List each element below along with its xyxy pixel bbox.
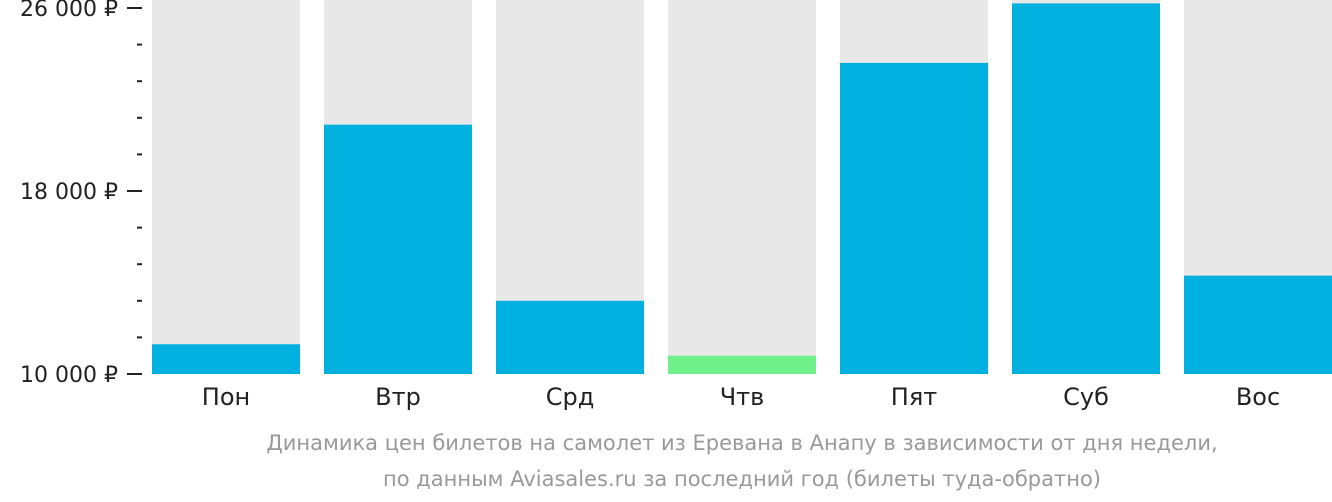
bar bbox=[152, 344, 300, 374]
bar bbox=[840, 62, 988, 375]
chart-caption-line-2: по данным Aviasales.ru за последний год … bbox=[383, 467, 1101, 491]
x-tick-label: Чтв bbox=[720, 383, 765, 411]
x-tick-label: Втр bbox=[375, 383, 421, 411]
bar-background bbox=[668, 0, 816, 374]
bar-lowest-price bbox=[668, 355, 816, 374]
bar bbox=[496, 300, 644, 374]
bar-background bbox=[152, 0, 300, 374]
x-tick-label: Пон bbox=[202, 383, 250, 411]
y-tick-label: 18 000 ₽ bbox=[20, 180, 118, 205]
x-tick-label: Пят bbox=[891, 383, 937, 411]
bar bbox=[324, 124, 472, 374]
x-tick-label: Суб bbox=[1063, 383, 1109, 411]
y-tick-label: 10 000 ₽ bbox=[20, 363, 118, 388]
price-by-weekday-chart: 10 000 ₽ 18 000 ₽ 26 000 ₽ Пон Втр Срд Чтв Пят С… bbox=[20, 0, 1332, 411]
bar bbox=[1184, 275, 1332, 374]
x-tick-label: Срд bbox=[546, 383, 595, 411]
y-tick-label: 26 000 ₽ bbox=[20, 0, 118, 22]
x-tick-label: Вос bbox=[1236, 383, 1280, 411]
bar bbox=[1012, 3, 1160, 375]
chart-caption-line-1: Динамика цен билетов на самолет из Ерева… bbox=[266, 431, 1218, 455]
